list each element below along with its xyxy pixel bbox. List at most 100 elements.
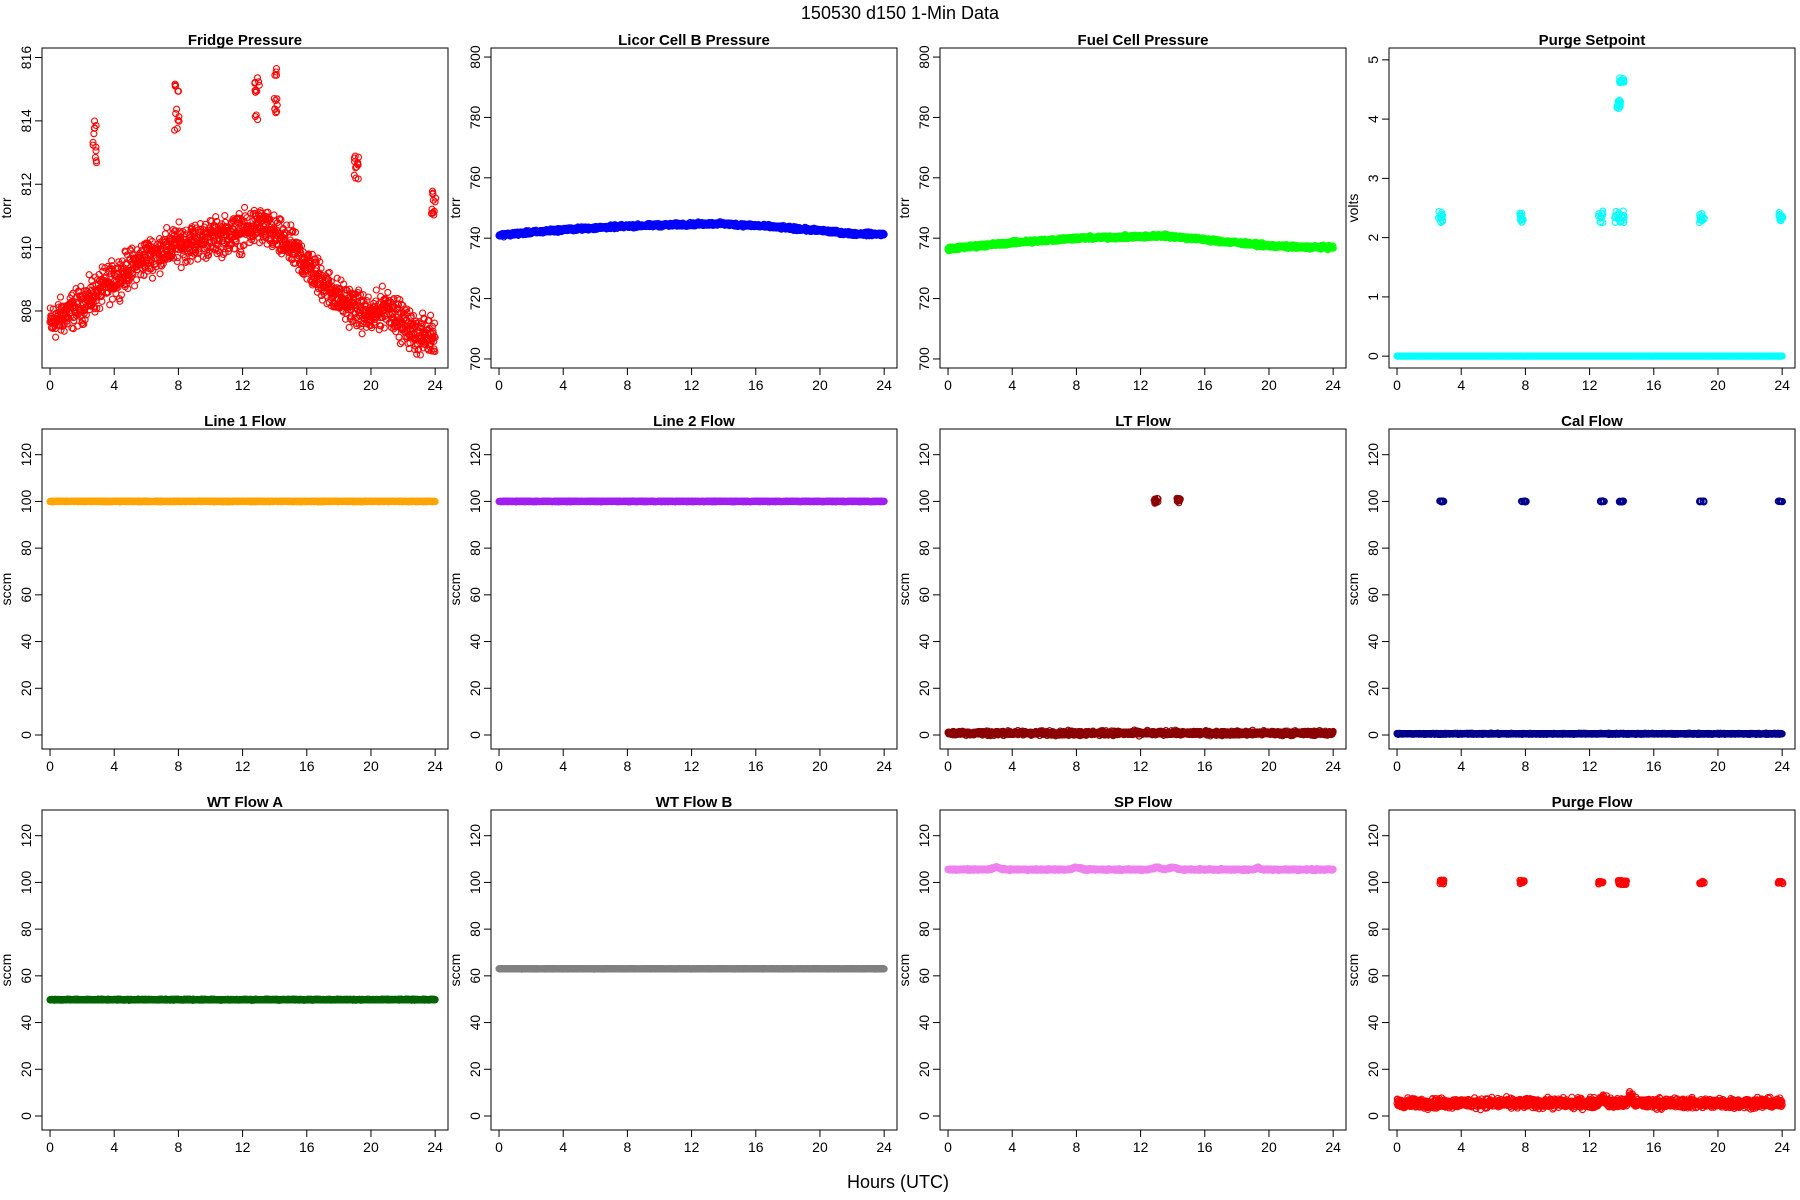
data-point [399,339,405,345]
panel-purge-setpoint: Purge Setpoint0 4 8 12 16 20 24012345volts [1345,32,1795,393]
data-point [271,212,277,218]
y-tick-label: 800 [916,45,932,69]
cluster [429,188,439,218]
y-tick-label: 0 [1365,352,1381,360]
data-point [242,204,248,210]
panel-title: Licor Cell B Pressure [618,32,770,49]
data-point [373,287,379,293]
y-tick-label: 816 [18,46,34,70]
x-tick-label: 0 [944,377,952,393]
x-tick-label: 16 [748,377,764,393]
x-tick-label: 20 [1710,377,1726,393]
y-axis-label: torr [0,197,14,218]
data-point [397,341,403,347]
data-point [346,324,352,330]
x-tick-label: 4 [110,377,118,393]
data-point [150,275,156,281]
x-tick-label: 24 [1325,377,1341,393]
data-point [365,294,371,300]
x-tick-label: 8 [175,377,183,393]
y-tick-label: 740 [916,226,932,250]
x-tick-label: 16 [1646,377,1662,393]
data-point [195,256,201,262]
y-axis-label: volts [1345,194,1361,223]
x-tick-label: 4 [1008,377,1016,393]
data-point [53,334,59,340]
x-tick-label: 20 [812,377,828,393]
data-point [58,294,64,300]
data-point [132,283,138,289]
x-tick-label: 12 [684,377,700,393]
data-point [178,265,184,271]
x-tick-label: 4 [559,377,567,393]
cluster [172,81,182,133]
data-point [107,302,113,308]
cluster [90,118,100,166]
y-tick-label: 760 [916,166,932,190]
x-tick-label: 12 [1133,377,1149,393]
x-tick-label: 16 [299,377,315,393]
x-tick-label: 0 [46,377,54,393]
data-point [385,289,391,295]
y-tick-label: 3 [1365,174,1381,182]
y-tick-label: 1 [1365,293,1381,301]
data-point [417,352,423,358]
series-fridge-pressure [47,66,439,358]
y-tick-label: 812 [18,172,34,196]
x-tick-label: 24 [876,377,892,393]
series-licor-cell-b-pressure [496,219,887,240]
x-tick-label: 4 [1457,377,1465,393]
data-point [379,283,385,289]
data-point [162,231,168,237]
y-tick-label: 740 [467,226,483,250]
data-point [93,148,99,154]
x-tick-label: 8 [1522,377,1530,393]
x-tick-label: 0 [1393,377,1401,393]
plot-frame [1389,48,1795,368]
y-tick-label: 808 [18,299,34,323]
x-tick-label: 8 [624,377,632,393]
y-tick-label: 720 [467,287,483,311]
y-tick-label: 5 [1365,56,1381,64]
data-point [359,331,365,337]
data-point [134,277,140,283]
figure-x-axis-label: Hours (UTC) [847,1172,949,1192]
x-tick-label: 24 [427,377,443,393]
y-tick-label: 800 [467,45,483,69]
data-point [86,272,92,278]
y-tick-label: 2 [1365,234,1381,242]
data-point [109,296,115,302]
panel-title: Fridge Pressure [188,32,302,49]
y-tick-label: 814 [18,109,34,133]
x-tick-label: 8 [1073,377,1081,393]
y-tick-label: 700 [467,347,483,371]
series-purge-setpoint [1394,75,1786,359]
data-point [174,255,180,261]
data-point [176,219,182,225]
y-tick-label: 780 [467,106,483,130]
x-tick-label: 16 [1197,377,1213,393]
x-tick-label: 12 [235,377,251,393]
x-tick-label: 24 [1774,377,1790,393]
y-tick-label: 810 [18,236,34,260]
y-tick-label: 700 [916,347,932,371]
panel-title: Fuel Cell Pressure [1078,32,1209,49]
series-fuel-cell-pressure [945,231,1336,254]
data-point [157,271,163,277]
y-tick-label: 4 [1365,115,1381,123]
x-tick-label: 12 [1582,377,1598,393]
plot-frame [491,48,897,368]
panel-title: Purge Setpoint [1539,32,1646,49]
x-tick-label: 20 [1261,377,1277,393]
x-tick-label: 20 [363,377,379,393]
data-point [164,225,170,231]
y-axis-label: torr [447,197,463,218]
data-point [428,312,434,318]
x-tick-label: 0 [495,377,503,393]
data-point [222,213,228,219]
data-point [288,222,294,228]
